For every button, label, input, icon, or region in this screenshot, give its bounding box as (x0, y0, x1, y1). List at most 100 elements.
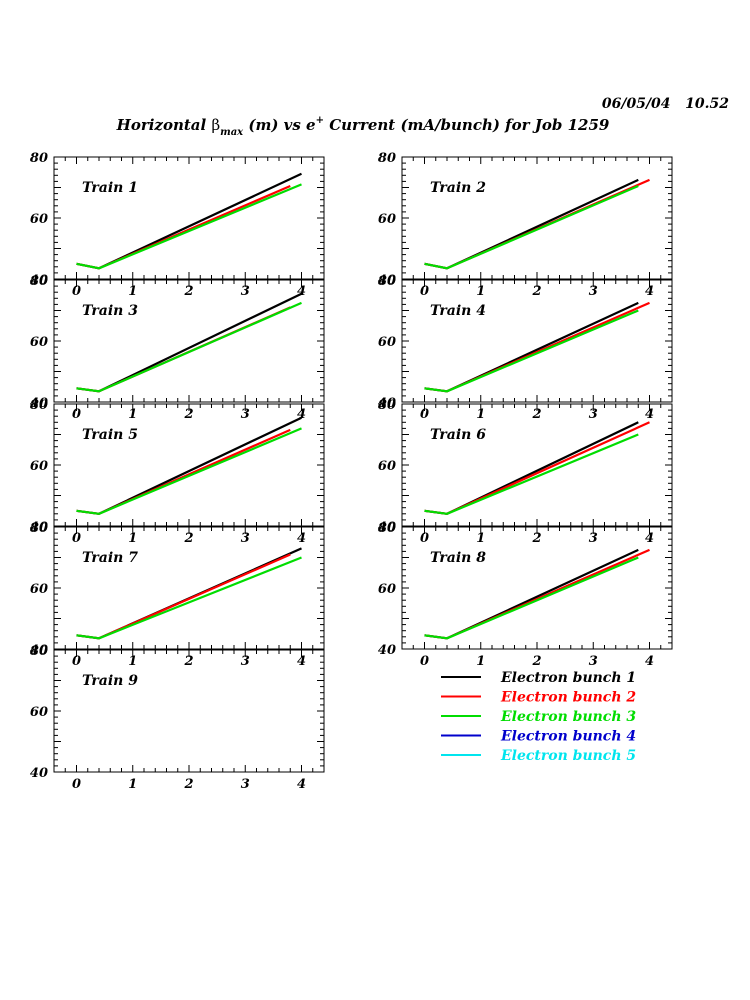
y-tick-label: 80 (378, 521, 396, 536)
x-tick-label: 3 (589, 407, 598, 422)
series-line-bunch-3 (76, 556, 302, 640)
y-tick-label: 80 (378, 398, 396, 413)
x-tick-label: 4 (645, 407, 654, 422)
x-tick-label: 0 (72, 531, 81, 546)
y-tick-label: 40 (30, 766, 48, 781)
y-tick-label: 80 (30, 521, 48, 536)
x-tick-label: 4 (645, 531, 654, 546)
y-tick-label: 80 (30, 274, 48, 289)
x-tick-label: 1 (476, 531, 485, 546)
x-tick-label: 4 (297, 777, 306, 792)
y-tick-label: 40 (30, 643, 48, 658)
x-tick-label: 2 (183, 284, 193, 299)
panel-label: Train 7 (82, 550, 138, 566)
y-tick-label: 60 (378, 459, 396, 474)
x-tick-label: 0 (420, 407, 429, 422)
x-tick-label: 3 (589, 654, 598, 669)
x-tick-label: 1 (128, 407, 137, 422)
series-line-bunch-3 (76, 301, 302, 393)
x-tick-label: 4 (297, 407, 306, 422)
panel-label: Train 5 (82, 427, 138, 443)
y-tick-label: 40 (378, 273, 396, 288)
x-tick-label: 0 (420, 284, 429, 299)
x-tick-label: 4 (645, 654, 654, 669)
panel-1: 0 1 2 3 4 40 60 80 Train 1 (30, 151, 325, 299)
y-tick-label: 40 (378, 643, 396, 658)
panel-frame (401, 403, 673, 527)
series-line-bunch-3 (424, 184, 639, 270)
panel-label: Train 9 (82, 673, 138, 689)
x-tick-label: 4 (297, 284, 306, 299)
x-tick-label: 1 (128, 284, 137, 299)
datetime-stamp: 06/05/04 10.52 (602, 96, 729, 112)
y-tick-label: 60 (378, 335, 396, 350)
x-tick-label: 0 (72, 284, 81, 299)
x-tick-label: 2 (183, 777, 193, 792)
x-tick-label: 3 (241, 284, 250, 299)
x-tick-label: 2 (531, 284, 541, 299)
legend-label: Electron bunch 4 (500, 729, 636, 745)
y-tick-label: 60 (378, 212, 396, 227)
title-middle: (m) vs e (243, 116, 315, 134)
y-tick-label: 80 (378, 151, 396, 166)
panel-frame (53, 156, 325, 280)
x-tick-label: 3 (241, 777, 250, 792)
panel-label: Train 3 (82, 303, 138, 319)
x-tick-label: 2 (183, 407, 193, 422)
panel-label: Train 2 (430, 180, 486, 196)
y-tick-label: 60 (30, 705, 48, 720)
panel-label: Train 4 (430, 303, 486, 319)
x-tick-label: 3 (241, 654, 250, 669)
x-tick-label: 0 (420, 654, 429, 669)
x-tick-label: 1 (476, 284, 485, 299)
title-prefix: Horizontal (116, 116, 212, 134)
x-tick-label: 3 (589, 284, 598, 299)
series-line-bunch-3 (424, 433, 639, 515)
y-tick-label: 60 (30, 459, 48, 474)
x-tick-label: 3 (241, 407, 250, 422)
series-line-bunch-3 (76, 183, 302, 270)
x-tick-label: 0 (72, 777, 81, 792)
panel-label: Train 1 (82, 180, 138, 196)
y-tick-label: 40 (378, 396, 396, 411)
x-tick-label: 3 (241, 531, 250, 546)
figure-title: Horizontal βmax (m) vs e+ Current (mA/bu… (116, 115, 610, 138)
y-tick-label: 80 (378, 274, 396, 289)
panel-frame (53, 403, 325, 527)
x-tick-label: 2 (531, 407, 541, 422)
y-tick-label: 40 (30, 273, 48, 288)
x-tick-label: 2 (531, 531, 541, 546)
y-tick-label: 40 (30, 520, 48, 535)
x-tick-label: 2 (183, 654, 193, 669)
y-tick-label: 40 (378, 520, 396, 535)
legend-label: Electron bunch 3 (500, 709, 636, 725)
x-tick-label: 2 (531, 654, 541, 669)
panel-frame (401, 156, 673, 280)
x-tick-label: 4 (297, 531, 306, 546)
legend-label: Electron bunch 2 (500, 690, 636, 706)
x-tick-label: 4 (297, 654, 306, 669)
x-tick-label: 1 (128, 777, 137, 792)
series-line-bunch-3 (76, 427, 302, 515)
title-superscript: + (316, 115, 324, 126)
x-tick-label: 1 (128, 531, 137, 546)
x-tick-label: 4 (645, 284, 654, 299)
x-tick-label: 0 (72, 407, 81, 422)
y-tick-label: 80 (30, 398, 48, 413)
title-beta-symbol: β (211, 116, 220, 134)
x-tick-label: 0 (420, 531, 429, 546)
y-tick-label: 40 (30, 396, 48, 411)
title-suffix: Current (mA/bunch) for Job 1259 (324, 116, 610, 134)
series-line-bunch-3 (424, 309, 639, 393)
x-tick-label: 1 (476, 407, 485, 422)
title-subscript: max (220, 127, 244, 138)
y-tick-label: 60 (30, 212, 48, 227)
x-tick-label: 1 (128, 654, 137, 669)
y-tick-label: 60 (30, 582, 48, 597)
y-tick-label: 60 (378, 582, 396, 597)
